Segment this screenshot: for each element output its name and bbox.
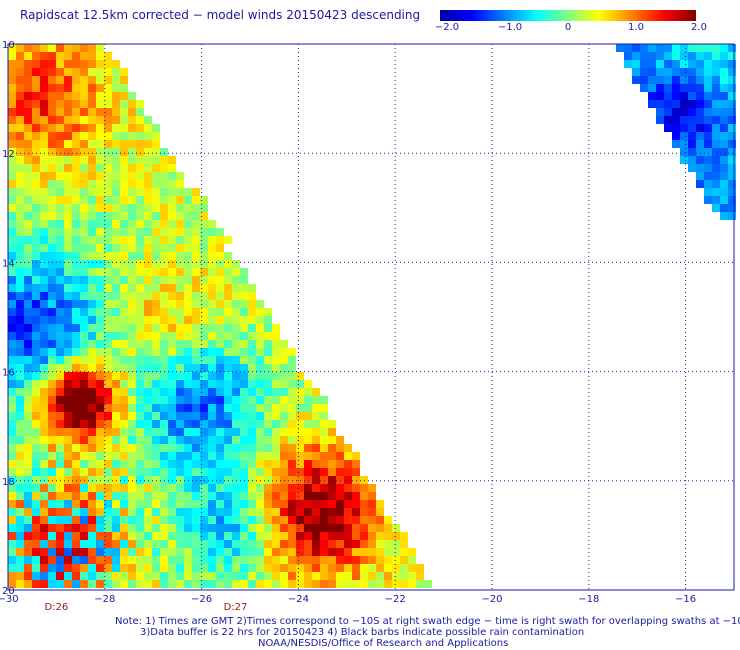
colorbar-tick: 2.0 [691,22,707,33]
colorbar-tick: −2.0 [434,22,460,33]
x-tick-label: −16 [675,594,696,605]
note-line-1: Note: 1) Times are GMT 2)Times correspon… [115,616,740,627]
x-tick-label: −30 [0,594,19,605]
y-tick-label: 12 [2,149,15,160]
lat-lon-grid [8,44,734,590]
colorbar-tick: 1.0 [628,22,644,33]
y-tick-label: 14 [2,258,15,269]
x-tick-label: −26 [191,594,212,605]
colorbar-tick: −1.0 [497,22,523,33]
x-tick-label: −20 [481,594,502,605]
x-tick-label: −22 [385,594,406,605]
colorbar [440,10,696,21]
note-line-3: NOAA/NESDIS/Office of Research and Appli… [258,638,509,649]
y-tick-label: 20 [2,586,15,597]
y-tick-label: 10 [2,40,15,51]
x-tick-label: −18 [578,594,599,605]
day-label: D:26 [45,602,69,613]
map-title: Rapidscat 12.5km corrected − model winds… [20,8,421,22]
colorbar-tick: 0 [564,22,572,33]
x-tick-label: −28 [94,594,115,605]
swath-cells [8,44,736,588]
day-label: D:27 [224,602,248,613]
y-tick-label: 16 [2,368,15,379]
x-tick-label: −24 [288,594,309,605]
y-tick-label: 18 [2,477,15,488]
note-line-2: 3)Data buffer is 22 hrs for 20150423 4) … [140,627,585,638]
map-frame [7,43,735,591]
